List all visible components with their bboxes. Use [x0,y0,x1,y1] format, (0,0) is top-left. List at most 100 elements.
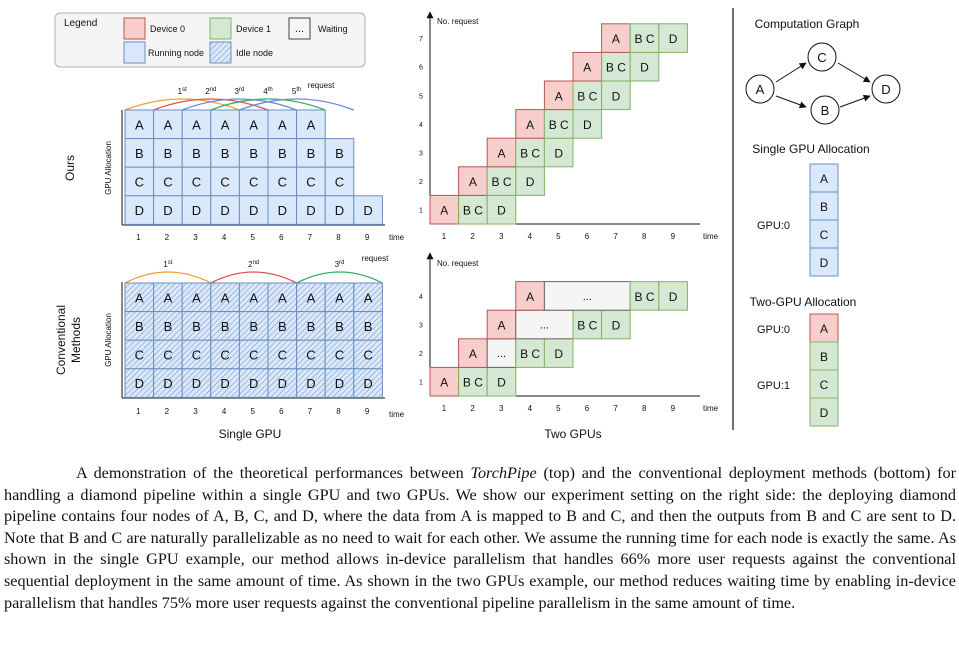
gpu1-stack-cell [809,369,839,399]
node-label: A [364,290,373,305]
computation-graph: A C B D [745,42,901,125]
legend-running-swatch [123,41,146,64]
device1-bc-cell [458,366,488,397]
request-word: request [362,254,389,263]
time-tick: 6 [279,407,284,416]
time-tick: 9 [365,407,370,416]
two-gpus-caption: Two GPUs [544,427,601,441]
node-label: A [249,290,258,305]
node-label: D [335,376,344,391]
running-node [324,138,355,168]
device0-cell [543,80,574,111]
single-conv-axis-label: GPU Allocation [104,313,113,367]
running-node [124,109,155,140]
request-arc [181,98,297,111]
device1-bc-cell [629,281,660,311]
node-label: D [278,203,287,218]
node-a-label: A [497,319,505,333]
device1-bc-cell [629,23,660,53]
node-a-label: A [583,61,591,75]
legend-device0-label: Device 0 [150,24,185,34]
time-tick: 6 [585,232,590,241]
two-ours-x-ticks: 1 2 3 4 5 6 7 8 9 [442,232,676,241]
single-gpu-ours: GPU Allocation 1st 2nd 3rd 4th 5th request A A… [104,81,405,242]
node-label: C [363,348,372,363]
waiting-cell [543,281,631,311]
request-arc [124,271,212,284]
legend-waiting-swatch [288,17,311,40]
legend-running-label: Running node [148,48,204,58]
single-stack-label: A [820,172,828,186]
edge-b-d [839,94,871,108]
request-ordinal: 3rd [235,87,245,96]
node-label: A [164,290,173,305]
running-node [124,138,155,168]
running-node [124,282,155,313]
node-label: B [164,146,173,161]
running-node [238,282,269,313]
running-node [353,195,383,225]
device0-cell [486,137,517,168]
device1-bc-cell [486,166,517,196]
gpu1-stack-label: B [820,350,828,364]
waiting-cell [515,309,574,340]
running-node [324,311,355,341]
node-label: B [335,319,344,334]
running-node [181,195,212,225]
node-d-label: D [554,147,563,161]
node-d-label: D [669,32,678,46]
graph-node-a [745,74,775,104]
single-ours-axis-label: GPU Allocation [104,141,113,195]
node-label: C [135,175,144,190]
running-node [210,195,240,225]
time-tick: 6 [279,233,284,242]
request-arc [239,98,355,111]
waiting-cell [486,338,517,368]
device1-d-cell [486,194,517,225]
device0-cell [429,194,460,225]
running-node [238,368,269,398]
running-node [353,339,383,370]
device1-d-cell [601,80,631,111]
node-label: B [164,319,173,334]
node-bc-label: B C [577,89,597,103]
node-label: C [192,175,201,190]
node-label: B [307,146,316,161]
node-label: D [249,203,258,218]
node-label: D [163,203,172,218]
legend-device1-label: Device 1 [236,24,271,34]
node-label: A [335,290,344,305]
request-word: request [308,81,335,90]
node-bc-label: B C [520,347,540,361]
time-tick: 8 [642,232,647,241]
figure-canvas: Legend Device 0 Device 1 ... Waiting Run… [54,8,901,441]
single-ours-grid: A A A A A A AB B B B B B B BC C C C C C C CD D D D D D D D D [124,109,383,225]
node-bc-label: B C [491,175,511,189]
graph-node-d [871,74,901,104]
time-tick: 2 [470,404,475,413]
running-node [153,339,183,370]
single-stack-label: C [820,228,829,242]
running-node [296,282,326,313]
right-panel: Computation Graph A C B D Single GPU All… [745,17,901,427]
node-label: C [192,348,201,363]
request-arc [153,98,269,111]
running-node [267,195,298,225]
two-conv-y-ticks: 1 2 3 4 [419,294,423,387]
figure-caption: A demonstration of the theoretical perfo… [4,463,956,614]
node-bc-label: B C [463,204,483,218]
request-tick: 6 [419,65,423,72]
node-label: D [135,376,144,391]
device1-d-cell [543,338,574,368]
graph-node-b-label: B [821,103,830,118]
single-stack-cell [809,247,839,277]
node-label: B [249,146,258,161]
node-bc-label: B C [549,118,569,132]
device0-cell [486,309,517,340]
node-label: B [192,319,201,334]
legend-waiting-glyph: ... [295,23,304,35]
edge-a-c [775,62,807,83]
node-label: A [249,117,258,132]
time-tick: 3 [193,233,198,242]
node-label: A [221,117,230,132]
